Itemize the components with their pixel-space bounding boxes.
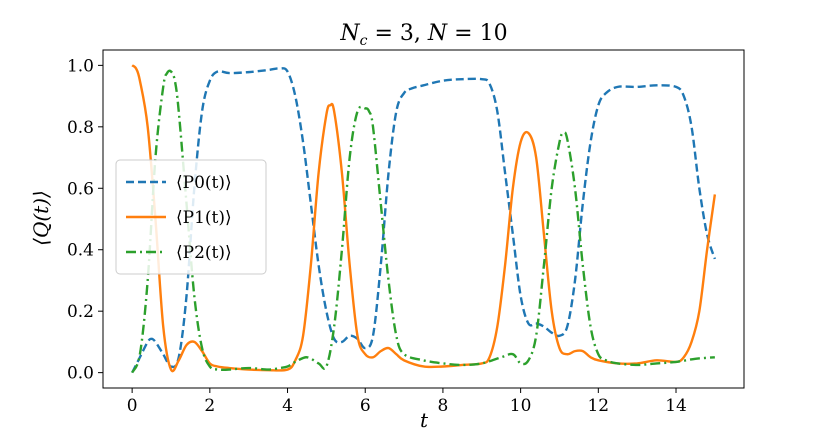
legend-label-p2: ⟨P2(t)⟩ (176, 243, 232, 263)
x-tick-label: 0 (127, 396, 138, 416)
x-tick-label: 8 (438, 396, 449, 416)
plot-frame (102, 49, 745, 389)
x-axis-ticks: 0 2 4 6 8 10 12 14 (127, 388, 687, 416)
title-n: N (339, 21, 360, 46)
chart-title: Nc = 3, N = 10 (339, 21, 507, 49)
x-tick-label: 6 (360, 396, 371, 416)
y-tick-label: 0.2 (67, 302, 94, 322)
y-tick-label: 1.0 (67, 56, 94, 76)
y-tick-label: 0.6 (67, 179, 94, 199)
y-axis-label: ⟨Q(t)⟩ (29, 190, 53, 246)
y-axis-ticks: 0.0 0.2 0.4 0.6 0.8 1.0 (67, 56, 103, 384)
title-rest: = 3, (368, 21, 428, 46)
y-tick-label: 0.8 (67, 118, 94, 138)
x-axis-label: t (420, 408, 429, 432)
title-n2: N (427, 21, 448, 46)
title-rest2: = 10 (447, 21, 507, 46)
y-tick-label: 0.4 (67, 241, 94, 261)
legend-label-p0: ⟨P0(t)⟩ (176, 173, 232, 193)
y-tick-label: 0.0 (67, 364, 94, 384)
series-line-p1 (131, 64, 717, 373)
legend: ⟨P0(t)⟩ ⟨P1(t)⟩ ⟨P2(t)⟩ (115, 159, 267, 275)
title-sub-c: c (360, 33, 368, 49)
legend-label-p1: ⟨P1(t)⟩ (176, 208, 232, 228)
x-tick-label: 10 (510, 396, 532, 416)
x-tick-label: 12 (587, 396, 609, 416)
legend-box (115, 159, 267, 275)
x-tick-label: 14 (665, 396, 687, 416)
x-tick-label: 4 (282, 396, 293, 416)
x-tick-label: 2 (204, 396, 215, 416)
